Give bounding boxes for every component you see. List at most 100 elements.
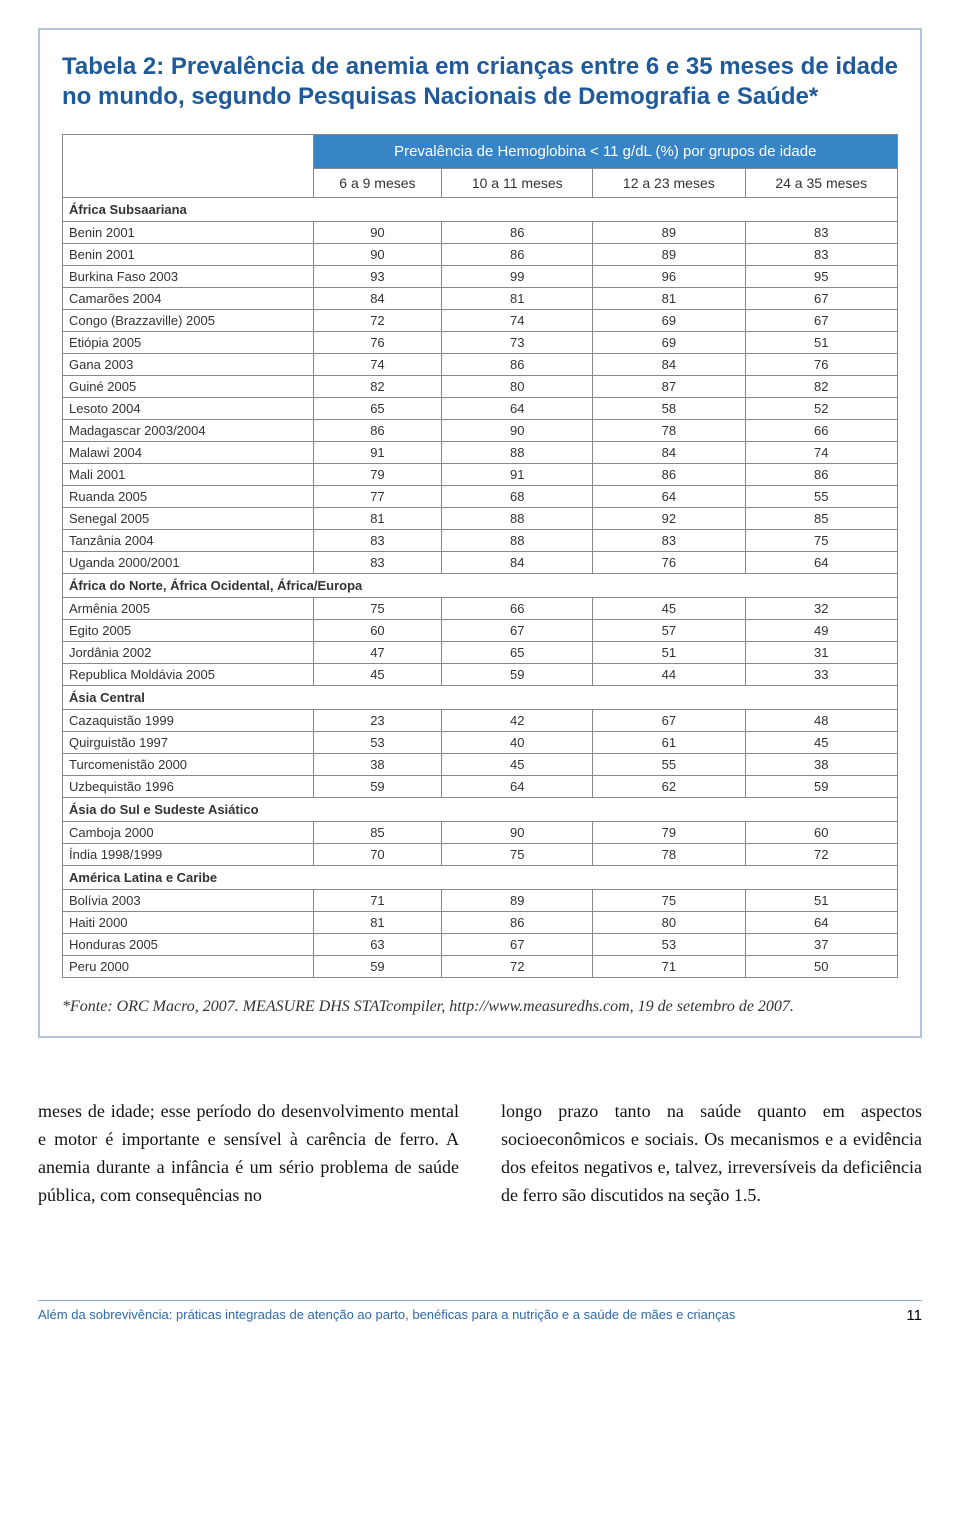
cell: 86 <box>442 244 593 266</box>
cell: 81 <box>313 508 442 530</box>
cell: 84 <box>593 354 745 376</box>
cell: 49 <box>745 620 897 642</box>
cell: 59 <box>442 664 593 686</box>
cell: 66 <box>745 420 897 442</box>
cell: 31 <box>745 642 897 664</box>
table-row: Bolívia 200371897551 <box>63 890 898 912</box>
cell: 83 <box>313 552 442 574</box>
cell: 81 <box>313 912 442 934</box>
row-label: Honduras 2005 <box>63 934 314 956</box>
cell: 55 <box>593 754 745 776</box>
cell: 92 <box>593 508 745 530</box>
cell: 76 <box>593 552 745 574</box>
row-label: Egito 2005 <box>63 620 314 642</box>
cell: 89 <box>593 222 745 244</box>
cell: 38 <box>313 754 442 776</box>
table-row: Mali 200179918686 <box>63 464 898 486</box>
cell: 63 <box>313 934 442 956</box>
row-label: Ruanda 2005 <box>63 486 314 508</box>
cell: 89 <box>593 244 745 266</box>
cell: 84 <box>313 288 442 310</box>
cell: 78 <box>593 844 745 866</box>
cell: 69 <box>593 332 745 354</box>
table-row: Uzbequistão 199659646259 <box>63 776 898 798</box>
row-label: Senegal 2005 <box>63 508 314 530</box>
cell: 69 <box>593 310 745 332</box>
table-row: Benin 200190868983 <box>63 222 898 244</box>
cell: 82 <box>313 376 442 398</box>
page-number: 11 <box>906 1307 922 1324</box>
col-header-1: 10 a 11 meses <box>442 169 593 198</box>
col-header-3: 24 a 35 meses <box>745 169 897 198</box>
cell: 88 <box>442 530 593 552</box>
cell: 70 <box>313 844 442 866</box>
cell: 81 <box>442 288 593 310</box>
cell: 40 <box>442 732 593 754</box>
cell: 73 <box>442 332 593 354</box>
cell: 74 <box>313 354 442 376</box>
cell: 91 <box>442 464 593 486</box>
cell: 86 <box>442 912 593 934</box>
cell: 75 <box>745 530 897 552</box>
spanning-header: Prevalência de Hemoglobina < 11 g/dL (%)… <box>313 135 898 169</box>
table-row: Gana 200374868476 <box>63 354 898 376</box>
cell: 88 <box>442 508 593 530</box>
row-label: Etiópia 2005 <box>63 332 314 354</box>
table-row: Egito 200560675749 <box>63 620 898 642</box>
row-label: Burkina Faso 2003 <box>63 266 314 288</box>
table-row: Guiné 200582808782 <box>63 376 898 398</box>
cell: 91 <box>313 442 442 464</box>
table-row: Camarões 200484818167 <box>63 288 898 310</box>
row-label: Cazaquistão 1999 <box>63 710 314 732</box>
cell: 59 <box>745 776 897 798</box>
table-row: Etiópia 200576736951 <box>63 332 898 354</box>
cell: 86 <box>313 420 442 442</box>
cell: 66 <box>442 598 593 620</box>
cell: 74 <box>745 442 897 464</box>
cell: 51 <box>745 332 897 354</box>
row-label: Benin 2001 <box>63 244 314 266</box>
cell: 65 <box>442 642 593 664</box>
table-row: Turcomenistão 200038455538 <box>63 754 898 776</box>
cell: 72 <box>745 844 897 866</box>
cell: 59 <box>313 776 442 798</box>
row-label: Índia 1998/1999 <box>63 844 314 866</box>
cell: 72 <box>313 310 442 332</box>
table-row: Haiti 200081868064 <box>63 912 898 934</box>
cell: 50 <box>745 956 897 978</box>
data-table: Prevalência de Hemoglobina < 11 g/dL (%)… <box>62 134 898 978</box>
cell: 76 <box>313 332 442 354</box>
table-row: Honduras 200563675337 <box>63 934 898 956</box>
row-label: Gana 2003 <box>63 354 314 376</box>
cell: 48 <box>745 710 897 732</box>
row-label: Malawi 2004 <box>63 442 314 464</box>
cell: 32 <box>745 598 897 620</box>
row-label: Madagascar 2003/2004 <box>63 420 314 442</box>
row-label: Mali 2001 <box>63 464 314 486</box>
table-row: Madagascar 2003/200486907866 <box>63 420 898 442</box>
cell: 83 <box>593 530 745 552</box>
cell: 45 <box>593 598 745 620</box>
cell: 90 <box>313 222 442 244</box>
cell: 52 <box>745 398 897 420</box>
col-header-0: 6 a 9 meses <box>313 169 442 198</box>
table-row: Senegal 200581889285 <box>63 508 898 530</box>
cell: 83 <box>745 222 897 244</box>
cell: 71 <box>593 956 745 978</box>
table-row: Congo (Brazzaville) 200572746967 <box>63 310 898 332</box>
row-label: Camboja 2000 <box>63 822 314 844</box>
cell: 90 <box>442 420 593 442</box>
row-label: Lesoto 2004 <box>63 398 314 420</box>
table-row: Camboja 200085907960 <box>63 822 898 844</box>
row-label: Peru 2000 <box>63 956 314 978</box>
cell: 53 <box>593 934 745 956</box>
table-row: Armênia 200575664532 <box>63 598 898 620</box>
table-row: Índia 1998/199970757872 <box>63 844 898 866</box>
cell: 67 <box>593 710 745 732</box>
cell: 64 <box>442 776 593 798</box>
cell: 60 <box>313 620 442 642</box>
cell: 42 <box>442 710 593 732</box>
cell: 99 <box>442 266 593 288</box>
cell: 74 <box>442 310 593 332</box>
cell: 77 <box>313 486 442 508</box>
